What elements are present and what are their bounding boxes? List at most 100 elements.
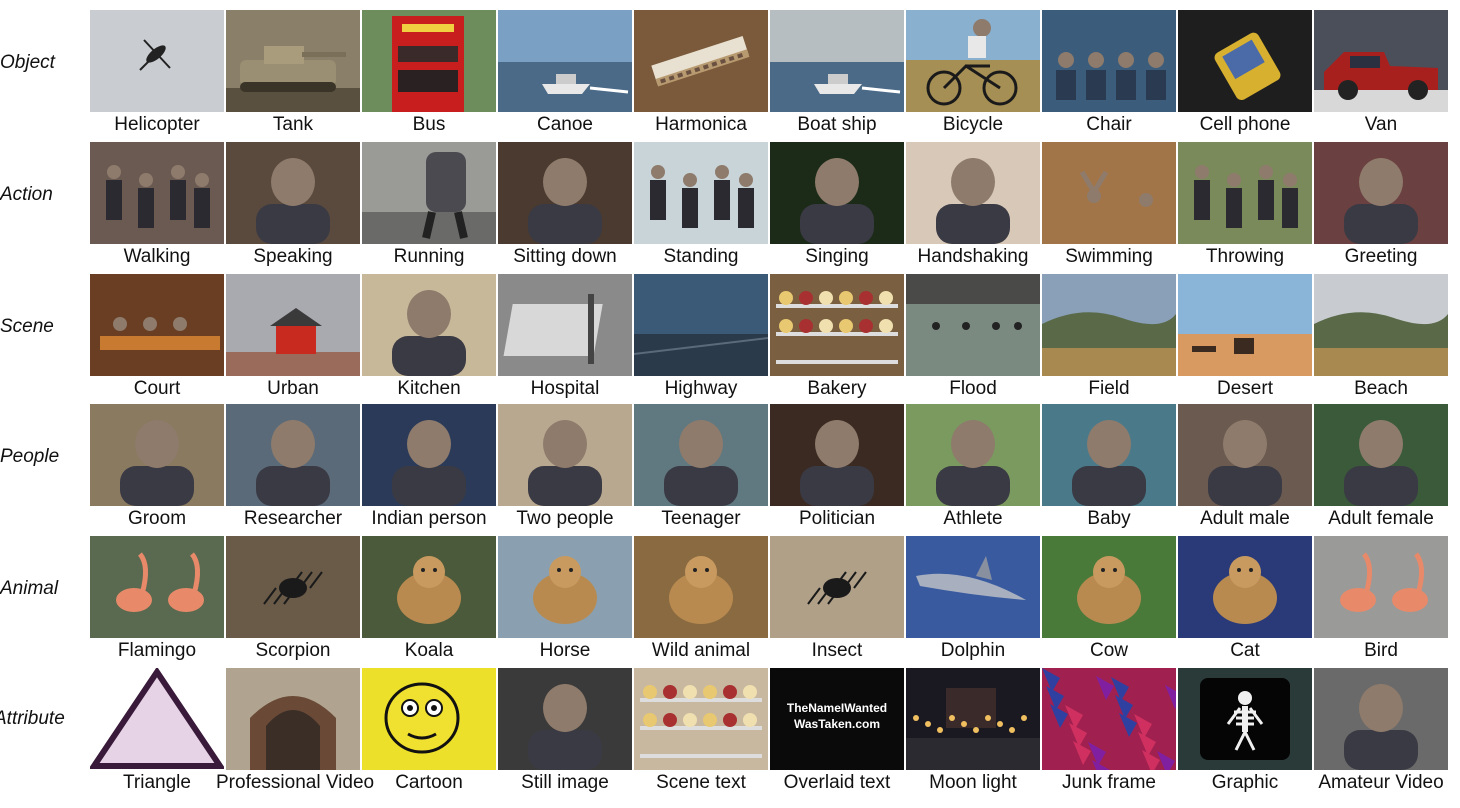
concept-caption: Triangle (123, 772, 191, 793)
row-label: Action (0, 184, 53, 205)
concept-caption: Cartoon (395, 772, 463, 793)
person-icon (226, 404, 360, 506)
concept-caption: Overlaid text (783, 772, 891, 793)
chair-icon (1042, 10, 1176, 112)
concept-caption: Indian person (371, 508, 487, 529)
concept-caption: Graphic (1211, 772, 1279, 793)
concept-caption: Helicopter (114, 114, 200, 135)
runner-icon (362, 142, 496, 244)
overlaid-text-line: WasTaken.com (794, 717, 880, 731)
road-icon (634, 274, 768, 376)
concept-caption: Urban (267, 378, 319, 399)
person-icon (634, 404, 768, 506)
insect-icon (226, 536, 360, 638)
concept-caption: Moon light (929, 772, 1017, 793)
harmonica-icon (634, 10, 768, 112)
concept-caption: Athlete (943, 508, 1003, 529)
concept-caption: Speaking (253, 246, 333, 267)
row-label: Scene (0, 316, 54, 337)
concept-caption: Bus (412, 114, 446, 135)
person-icon (1178, 404, 1312, 506)
concept-caption: Boat ship (797, 114, 877, 135)
concept-caption: Wild animal (651, 640, 751, 661)
shelf-icon (770, 274, 904, 376)
concept-caption: Running (393, 246, 465, 267)
table-icon (90, 274, 224, 376)
row-label: Animal (0, 578, 59, 599)
walker-icon (634, 142, 768, 244)
concept-caption: Politician (798, 508, 876, 529)
animal-icon (1042, 536, 1176, 638)
van-icon (1314, 10, 1448, 112)
desert-icon (1178, 274, 1312, 376)
house-icon (226, 274, 360, 376)
concept-caption: Canoe (537, 114, 593, 135)
person-icon (906, 404, 1040, 506)
concept-caption: Still image (521, 772, 609, 793)
person-icon (1042, 404, 1176, 506)
phone-icon (1178, 10, 1312, 112)
concept-caption: Cell phone (1199, 114, 1291, 135)
person-icon (226, 142, 360, 244)
bed-icon (498, 274, 632, 376)
concept-row-scene: Scene Court Urban Kitchen Hospital Highway Bak… (0, 274, 1460, 406)
concept-caption: Scene text (656, 772, 746, 793)
animal-icon (1178, 536, 1312, 638)
concept-row-attribute: Attribute Triangle Professional Video Carto… (0, 668, 1460, 800)
concept-caption: Hospital (530, 378, 600, 399)
helicopter-icon (90, 10, 224, 112)
concept-row-animal: Animal Flamingo Scorpion Koala Horse Wild ani… (0, 536, 1460, 668)
walker-icon (1178, 142, 1312, 244)
concept-caption: Field (1088, 378, 1130, 399)
animal-icon (362, 536, 496, 638)
concept-caption: Bicycle (942, 114, 1004, 135)
person-icon (362, 404, 496, 506)
concept-caption: Walking (123, 246, 191, 267)
concept-caption: Flood (949, 378, 997, 399)
person-icon (498, 404, 632, 506)
concept-caption: Koala (404, 640, 454, 661)
shelf-icon (634, 668, 768, 770)
night-icon (906, 668, 1040, 770)
overlaid-text-line: TheNameIWanted (787, 701, 887, 715)
concept-caption: Groom (127, 508, 187, 529)
concept-caption: Researcher (243, 508, 343, 529)
person-icon (770, 404, 904, 506)
skeleton-icon (1178, 668, 1312, 770)
concept-caption: Tank (272, 114, 314, 135)
fish-icon (906, 536, 1040, 638)
tank-icon (226, 10, 360, 112)
concept-caption: Adult male (1200, 508, 1290, 529)
animal-icon (634, 536, 768, 638)
concept-caption: Two people (516, 508, 614, 529)
concept-caption: Beach (1354, 378, 1408, 399)
concept-caption: Desert (1217, 378, 1273, 399)
concept-caption: Standing (663, 246, 739, 267)
boat-icon (770, 10, 904, 112)
concept-caption: Cat (1230, 640, 1260, 661)
concept-caption: Sitting down (513, 246, 617, 267)
person-icon (362, 274, 496, 376)
triangle-icon (90, 668, 224, 770)
row-label: Attribute (0, 708, 65, 729)
person-icon (90, 404, 224, 506)
person-icon (1314, 404, 1448, 506)
bicycle-icon (906, 10, 1040, 112)
concept-caption: Cow (1089, 640, 1128, 661)
concept-caption: Adult female (1328, 508, 1434, 529)
concept-caption: Throwing (1205, 246, 1285, 267)
water-icon (906, 274, 1040, 376)
person-icon (498, 668, 632, 770)
swimmer-icon (1042, 142, 1176, 244)
concept-row-people: People Groom Researcher Indian person Two pe… (0, 404, 1460, 536)
concept-caption: Handshaking (917, 246, 1029, 267)
concept-caption: Professional Video (216, 772, 375, 793)
concept-caption: Junk frame (1062, 772, 1156, 793)
insect-icon (770, 536, 904, 638)
person-icon (1314, 668, 1448, 770)
animal-icon (498, 536, 632, 638)
row-label: Object (0, 52, 55, 73)
cartoon-icon (362, 668, 496, 770)
arch-icon (226, 668, 360, 770)
concept-caption: Scorpion (255, 640, 331, 661)
